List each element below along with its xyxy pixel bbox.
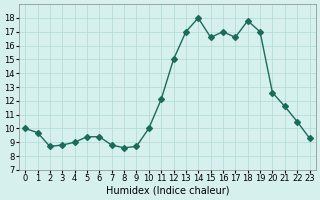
X-axis label: Humidex (Indice chaleur): Humidex (Indice chaleur) [106,186,229,196]
